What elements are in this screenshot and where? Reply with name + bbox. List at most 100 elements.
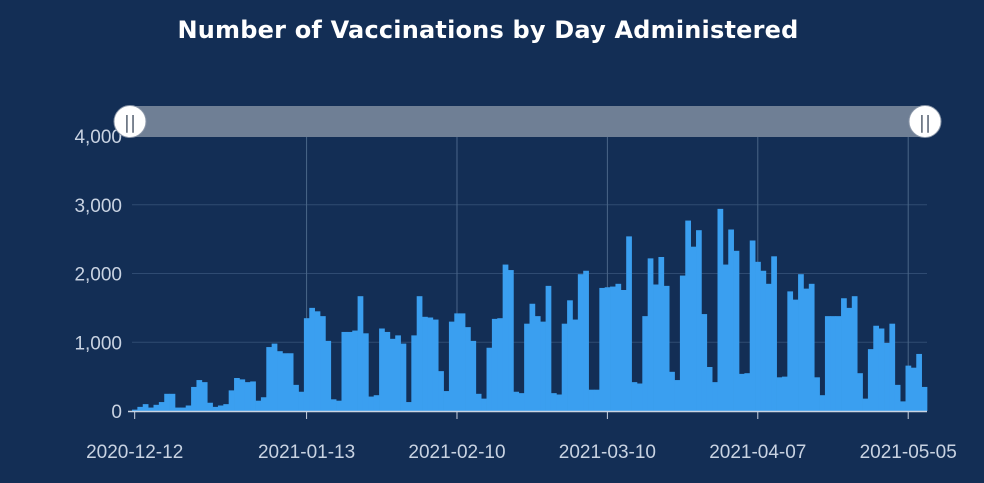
bar (615, 283, 622, 411)
bar (298, 391, 305, 411)
bar (169, 393, 176, 411)
bar (642, 316, 649, 411)
bar (164, 393, 170, 411)
bar (158, 402, 165, 411)
bar (271, 343, 278, 411)
bar (185, 405, 192, 411)
bar (191, 386, 197, 411)
bar (577, 274, 584, 411)
bar (287, 353, 294, 411)
bar (518, 393, 525, 411)
bar (690, 246, 697, 411)
bar (696, 230, 702, 411)
bar (792, 299, 799, 411)
bar (841, 298, 847, 411)
bar (755, 261, 761, 411)
bar (679, 275, 686, 411)
bar (320, 316, 326, 411)
bar (368, 396, 375, 411)
bar (647, 258, 654, 411)
bar (201, 382, 208, 411)
bar (534, 316, 541, 411)
bar (706, 367, 713, 411)
bar (572, 319, 579, 411)
bar (325, 340, 332, 411)
bar (357, 296, 364, 411)
x-tick-label: 2021-02-10 (408, 442, 505, 463)
bar (438, 371, 444, 411)
bar (824, 316, 831, 411)
bar (787, 291, 794, 411)
x-tick-label: 2021-05-05 (860, 442, 957, 463)
bar (712, 382, 718, 411)
range-slider-track[interactable] (131, 106, 926, 137)
bar (814, 377, 820, 411)
bar (765, 283, 772, 411)
bar (217, 405, 224, 411)
bar (771, 256, 777, 411)
bar (448, 321, 455, 411)
x-tick-label: 2021-01-13 (258, 442, 355, 463)
bar (674, 380, 681, 411)
bar (620, 290, 627, 411)
bar (416, 296, 423, 411)
x-tick-label: 2020-12-12 (86, 442, 183, 463)
bar (228, 390, 235, 411)
bar (153, 404, 160, 411)
bar (728, 229, 734, 411)
bar (862, 398, 869, 411)
bar (454, 313, 461, 411)
bar (835, 316, 842, 411)
bar (223, 404, 230, 411)
bar (314, 311, 321, 411)
bar (803, 288, 810, 411)
bar (277, 351, 283, 411)
bar (266, 347, 273, 411)
bar (760, 270, 767, 411)
bar (384, 331, 391, 411)
bar (905, 365, 912, 411)
bar (749, 240, 756, 411)
bar (422, 316, 428, 411)
bar (626, 236, 632, 411)
bar (341, 331, 348, 411)
bar (588, 389, 595, 411)
chart-title: Number of Vaccinations by Day Administer… (177, 16, 799, 44)
bar (819, 395, 826, 411)
bar (653, 284, 659, 411)
bar (701, 314, 708, 411)
bar (142, 404, 149, 411)
y-tick-label: 2,000 (74, 265, 122, 286)
bar (722, 264, 729, 411)
bar (808, 283, 815, 411)
grip-icon: || (919, 113, 931, 134)
bar (916, 353, 922, 411)
bar (330, 399, 337, 411)
bar (529, 303, 536, 411)
bar (432, 319, 439, 411)
range-slider-right-handle[interactable] (908, 105, 942, 138)
bar (604, 287, 611, 411)
bar (508, 270, 514, 411)
bar (427, 317, 434, 411)
bar (513, 391, 520, 411)
bar (250, 381, 256, 411)
bar (497, 318, 503, 411)
range-slider-left-handle[interactable] (113, 105, 147, 138)
bar (663, 285, 670, 411)
bar (475, 393, 482, 411)
bar (857, 373, 863, 411)
bar (685, 220, 691, 411)
y-tick-label: 4,000 (74, 127, 122, 148)
bar (884, 342, 890, 411)
bar (658, 257, 665, 411)
bar (502, 264, 509, 411)
bar (873, 325, 880, 411)
y-tick-label: 3,000 (74, 196, 122, 217)
bar (132, 409, 138, 411)
bar (744, 373, 751, 411)
y-tick-label: 1,000 (74, 333, 122, 354)
bar (798, 274, 804, 411)
bar (556, 394, 563, 411)
